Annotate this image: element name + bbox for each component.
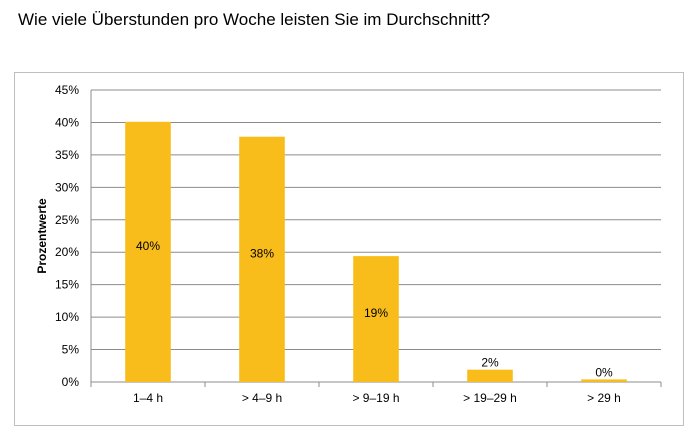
data-label: 0%	[595, 365, 613, 379]
y-tick-label: 10%	[55, 310, 79, 324]
page-title: Wie viele Überstunden pro Woche leisten …	[18, 10, 491, 29]
x-tick-label: > 4–9 h	[242, 391, 282, 405]
bar	[353, 256, 399, 382]
bar	[467, 369, 513, 382]
data-label: 40%	[136, 239, 160, 253]
data-label: 19%	[364, 306, 388, 320]
bar	[581, 379, 627, 382]
y-tick-label: 5%	[62, 343, 80, 357]
data-label: 38%	[250, 246, 274, 260]
bars	[125, 121, 627, 382]
y-tick-label: 20%	[55, 245, 79, 259]
x-tick-label: > 9–19 h	[352, 391, 399, 405]
y-tick-labels: 0% 5% 10% 15% 20% 25% 30% 35% 40% 45%	[55, 83, 79, 389]
bar	[239, 136, 285, 382]
x-tick-label: > 19–29 h	[463, 391, 517, 405]
chart-frame	[14, 72, 684, 426]
data-label: 2%	[481, 356, 499, 370]
y-tick-label: 45%	[55, 83, 79, 97]
x-tick-label: 1–4 h	[133, 391, 163, 405]
x-tick-label: > 29 h	[587, 391, 621, 405]
y-tick-label: 40%	[55, 115, 79, 129]
x-tick-labels: 1–4 h > 4–9 h > 9–19 h > 19–29 h > 29 h	[133, 391, 621, 405]
y-tick-label: 35%	[55, 148, 79, 162]
data-labels: 40% 38% 19% 2% 0%	[136, 239, 613, 380]
y-tick-label: 25%	[55, 213, 79, 227]
y-tick-label: 15%	[55, 278, 79, 292]
bar	[125, 121, 171, 382]
y-tick-label: 30%	[55, 180, 79, 194]
y-axis-label: Prozentwerte	[35, 198, 49, 274]
y-tick-label: 0%	[62, 375, 80, 389]
